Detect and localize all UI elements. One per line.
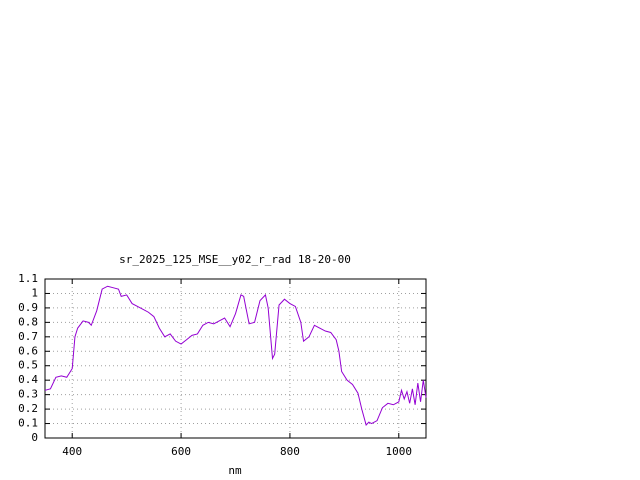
x-tick-label: 1000 [386, 445, 413, 458]
data-line [44, 285, 427, 426]
y-tick-label: 0.5 [18, 359, 38, 372]
y-tick-label: 0.9 [18, 301, 38, 314]
y-tick-label: 0.3 [18, 388, 38, 401]
y-tick-label: 0.6 [18, 344, 38, 357]
y-tick-label: 0.8 [18, 315, 38, 328]
y-tick-label: 0.4 [18, 373, 38, 386]
x-tick-label: 400 [62, 445, 82, 458]
y-tick-label: 1 [31, 286, 38, 299]
y-tick-label: 0 [31, 431, 38, 444]
y-tick-label: 0.7 [18, 330, 38, 343]
x-tick-label: 600 [171, 445, 191, 458]
y-tick-label: 0.1 [18, 417, 38, 430]
y-tick-label: 0.2 [18, 402, 38, 415]
y-tick-label: 1.1 [18, 272, 38, 285]
plot-border [44, 278, 427, 439]
x-tick-label: 800 [280, 445, 300, 458]
x-axis-label: nm [228, 464, 242, 477]
chart-title: sr_2025_125_MSE__y02_r_rad 18-20-00 [119, 253, 351, 266]
